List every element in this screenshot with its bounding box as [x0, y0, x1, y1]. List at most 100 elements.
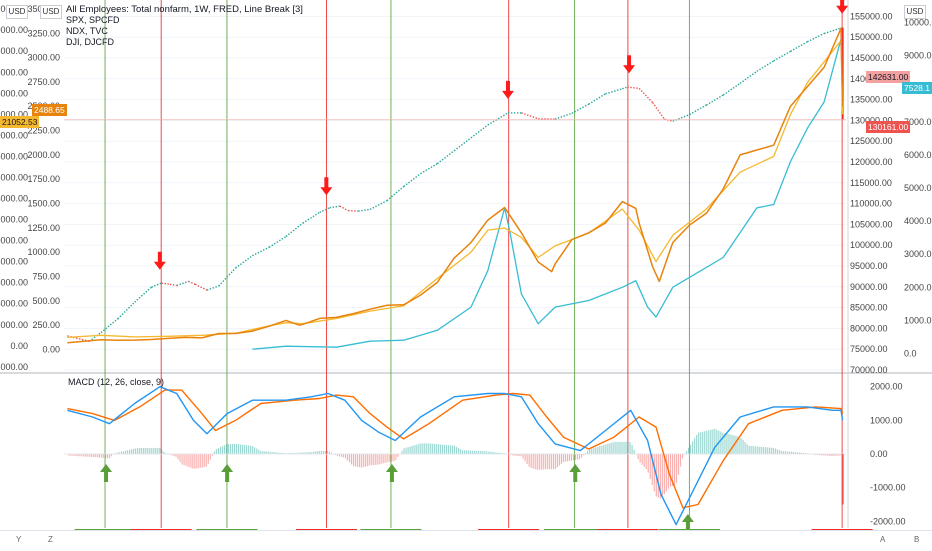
payroll-segment [252, 247, 269, 255]
macd-histogram-bar [607, 444, 608, 454]
macd-histogram-bar [658, 454, 659, 497]
macd-histogram-bar [397, 454, 398, 457]
ndx-axis-tick: 4000.0 [904, 216, 932, 226]
down-arrow-icon [154, 252, 166, 270]
spx-axis-tick: 1250.00 [27, 223, 60, 233]
payroll-segment [488, 113, 508, 125]
macd-histogram-bar [549, 454, 550, 469]
macd-histogram-bar [531, 454, 532, 468]
macd-histogram-bar [373, 454, 374, 465]
bottom-icon-b[interactable]: B [914, 535, 919, 544]
macd-histogram-bar [234, 444, 235, 454]
macd-histogram-bar [224, 445, 225, 454]
macd-histogram-bar [785, 451, 786, 454]
down-arrow-icon [320, 177, 332, 195]
macd-axis-tick: -1000.00 [870, 483, 906, 493]
macd-histogram-bar [446, 445, 447, 454]
macd-histogram-bar [383, 454, 384, 463]
macd-histogram-bar [218, 448, 219, 454]
ndx-axis-tick: 10000.0 [904, 18, 932, 28]
macd-histogram-bar [783, 451, 784, 454]
macd-histogram-bar [175, 454, 176, 457]
macd-histogram-bar [690, 445, 691, 454]
spx-axis-tick: 1000.00 [27, 247, 60, 257]
left-currency-button[interactable]: USD [6, 5, 28, 19]
macd-histogram-bar [200, 454, 201, 468]
macd-histogram-bar [345, 454, 346, 458]
macd-histogram-bar [553, 454, 554, 469]
macd-histogram-bar [595, 447, 596, 454]
dji-axis-tick: 2000.00 [0, 320, 28, 330]
payroll-segment [387, 187, 404, 201]
macd-histogram-bar [470, 451, 471, 454]
bottom-icon-a[interactable]: A [880, 535, 885, 544]
macd-histogram-bar [149, 448, 150, 454]
macd-histogram-bar [341, 454, 342, 457]
left-currency-button-2[interactable]: USD [40, 5, 62, 19]
macd-histogram-bar [222, 446, 223, 454]
ndx-axis-tick: 5000.0 [904, 183, 932, 193]
macd-histogram-bar [192, 454, 193, 468]
legend-dji[interactable]: DJI, DJCFD [66, 37, 303, 48]
up-arrow-icon [569, 464, 581, 482]
macd-histogram-bar [742, 440, 743, 454]
macd-histogram-bar [353, 454, 354, 466]
macd-histogram-bar [252, 446, 253, 454]
macd-histogram-bar [579, 454, 580, 459]
macd-histogram-bar [747, 444, 748, 454]
macd-histogram-bar [761, 447, 762, 454]
macd-histogram-bar [694, 438, 695, 454]
macd-axis-tick: 2000.00 [870, 382, 903, 392]
bottom-icon-z[interactable]: Z [48, 535, 53, 544]
payroll-segment [404, 174, 421, 187]
macd-histogram-bar [609, 443, 610, 454]
dji-axis-tick: 12000.00 [0, 215, 28, 225]
payroll-segment [286, 223, 303, 236]
macd-histogram-bar [424, 443, 425, 454]
macd-histogram-bar [450, 445, 451, 454]
right-currency-button[interactable]: USD [904, 5, 926, 19]
macd-histogram-bar [323, 451, 324, 454]
payroll-axis-tick: 115000.00 [850, 178, 892, 188]
macd-histogram-bar [650, 454, 651, 479]
macd-histogram-bar [702, 432, 703, 454]
macd-histogram-bar [545, 454, 546, 469]
macd-histogram-bar [466, 450, 467, 454]
macd-histogram-bar [430, 444, 431, 454]
macd-histogram-bar [771, 448, 772, 454]
legend-payroll[interactable]: All Employees: Total nonfarm, 1W, FRED, … [66, 4, 303, 15]
macd-histogram-bar [428, 443, 429, 454]
payroll-segment [101, 319, 118, 333]
macd-histogram-bar [418, 444, 419, 454]
macd-histogram-bar [216, 449, 217, 454]
time-scale-bar[interactable] [0, 530, 932, 551]
macd-histogram-bar [726, 434, 727, 454]
dji-axis-tick: 0.00 [10, 341, 28, 351]
macd-indicator-title[interactable]: MACD (12, 26, close, 9) [68, 377, 164, 387]
legend-spx[interactable]: SPX, SPCFD [66, 15, 303, 26]
macd-histogram-bar [422, 443, 423, 454]
payroll-segment [118, 302, 135, 319]
macd-histogram-bar [357, 454, 358, 467]
macd-histogram-bar [351, 454, 352, 464]
macd-histogram-bar [599, 446, 600, 454]
dji-price-tag: 21052.53 [0, 116, 39, 128]
macd-histogram-bar [407, 447, 408, 454]
macd-histogram-bar [177, 454, 178, 459]
macd-histogram-bar [533, 454, 534, 469]
macd-histogram-bar [204, 454, 205, 467]
ndx-axis-tick: 6000.0 [904, 150, 932, 160]
macd-histogram-bar [196, 454, 197, 468]
macd-histogram-bar [93, 454, 94, 457]
legend-ndx[interactable]: NDX, TVC [66, 26, 303, 37]
macd-histogram-bar [365, 454, 366, 467]
macd-histogram-bar [444, 445, 445, 454]
macd-histogram-bar [133, 449, 134, 454]
price-series [64, 28, 846, 350]
macd-histogram-bar [391, 454, 392, 461]
macd-histogram-bar [714, 429, 715, 454]
macd-histogram-bar [486, 451, 487, 454]
bottom-icon-y[interactable]: Y [16, 535, 21, 544]
macd-histogram-bar [638, 454, 639, 459]
